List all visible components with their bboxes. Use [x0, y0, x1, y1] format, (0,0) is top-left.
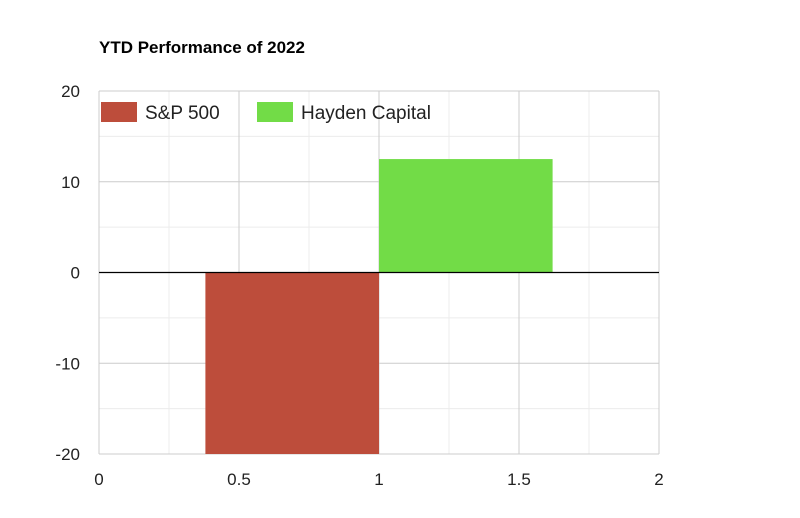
- chart-title: YTD Performance of 2022: [99, 38, 305, 57]
- x-tick-label: 1.5: [507, 470, 531, 489]
- legend-swatch-0: [101, 102, 137, 122]
- bar-0: [205, 272, 379, 454]
- legend: S&P 500 Hayden Capital: [101, 102, 431, 124]
- legend-swatch-1: [257, 102, 293, 122]
- y-tick-label: 10: [61, 173, 80, 192]
- y-tick-label: -10: [55, 354, 80, 373]
- bars: [205, 159, 553, 454]
- y-tick-label: 0: [71, 264, 80, 283]
- x-tick-label: 1: [374, 470, 383, 489]
- legend-label-0: S&P 500: [145, 103, 220, 124]
- x-tick-label: 2: [654, 470, 663, 489]
- x-tick-label: 0: [94, 470, 103, 489]
- bar-1: [379, 159, 553, 273]
- y-axis-ticks: 20 10 0 -10 -20: [55, 82, 80, 464]
- y-tick-label: -20: [55, 445, 80, 464]
- x-tick-label: 0.5: [227, 470, 251, 489]
- x-axis-ticks: 0 0.5 1 1.5 2: [94, 470, 663, 489]
- y-tick-label: 20: [61, 82, 80, 101]
- legend-label-1: Hayden Capital: [301, 103, 431, 124]
